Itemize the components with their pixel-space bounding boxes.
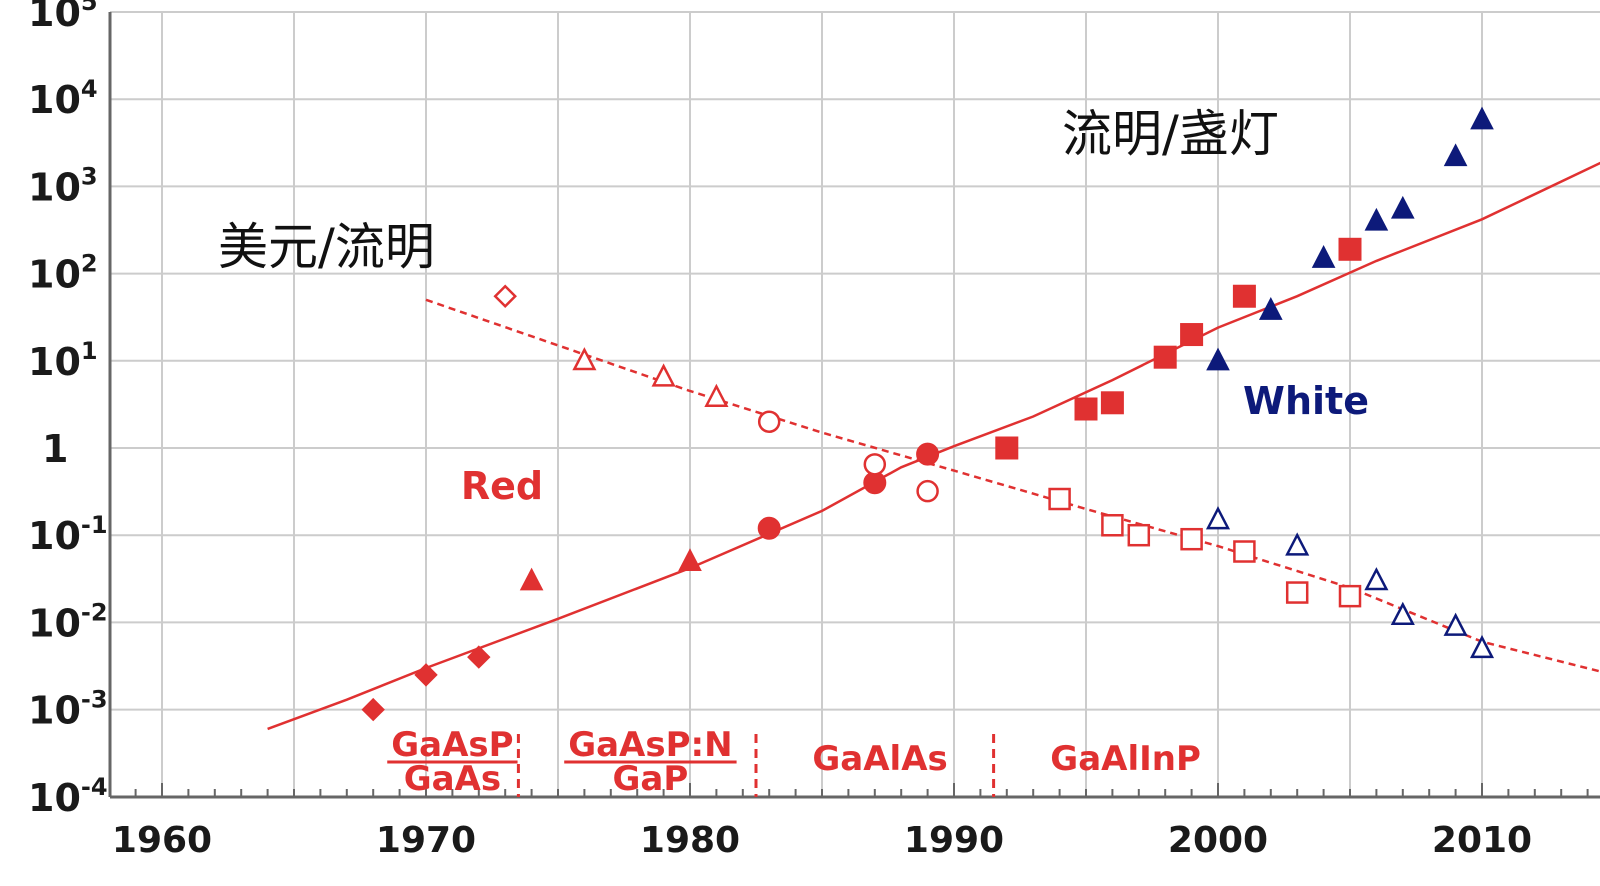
open-diamond-point	[493, 284, 517, 309]
open-triangle-point	[1443, 612, 1468, 636]
filled-triangle-point	[1258, 297, 1283, 320]
y-axis-tick-labels: 105 104 103 102 101 1 10-1 10-2 10-3 10-4	[28, 0, 108, 820]
x-tick-label: 1990	[904, 820, 1004, 861]
y-tick-label: 103	[28, 162, 98, 209]
filled-triangle-point	[1311, 245, 1336, 268]
filled-circle-point	[916, 442, 940, 466]
open-triangle-point	[1390, 601, 1415, 625]
annotation-cost-per-lumen: 美元/流明	[218, 218, 435, 276]
filled-square-point	[1338, 237, 1362, 261]
open-square-point	[1338, 584, 1362, 608]
filled-square-point	[1180, 323, 1204, 347]
open-triangle-point	[1469, 634, 1495, 659]
filled-square-point	[1232, 284, 1256, 308]
data-points	[361, 106, 1495, 722]
open-circle-point	[757, 410, 781, 434]
filled-diamond-point	[414, 663, 438, 687]
y-tick-label: 10-4	[28, 773, 108, 820]
open-square-point	[1285, 581, 1309, 604]
filled-square-point	[995, 436, 1019, 460]
open-square-point	[1180, 527, 1203, 551]
material-label: GaAlAs	[812, 739, 947, 779]
open-square-point	[1127, 523, 1151, 547]
x-tick-label: 1970	[376, 820, 476, 861]
filled-diamond-point	[467, 645, 491, 669]
annotation-lumens-per-lamp: 流明/盏灯	[1062, 105, 1279, 163]
cost-trend-line	[425, 298, 1600, 673]
x-tick-label: 1980	[640, 820, 740, 861]
material-label-numerator: GaAsP:N	[568, 725, 732, 765]
y-tick-label: 102	[28, 250, 98, 297]
open-triangle-point	[1285, 532, 1310, 556]
filled-square-point	[1100, 391, 1124, 415]
y-tick-label: 104	[28, 75, 98, 122]
x-axis-tick-labels: 1960 1970 1980 1990 2000 2010	[112, 820, 1532, 861]
open-triangle-point	[572, 347, 597, 371]
filled-triangle-point	[1390, 195, 1415, 219]
x-tick-label: 2000	[1168, 820, 1268, 861]
filled-triangle-point	[1206, 347, 1230, 371]
grid	[110, 11, 1600, 798]
x-tick-label: 2010	[1432, 820, 1532, 861]
x-tick-label: 1960	[112, 820, 212, 861]
y-tick-label: 1	[42, 427, 68, 471]
material-label-numerator: GaAsP	[391, 725, 513, 765]
open-square-point	[1233, 540, 1256, 563]
filled-triangle-point	[1443, 143, 1468, 167]
open-square-point	[1048, 487, 1071, 511]
open-square-point	[1101, 514, 1124, 537]
filled-triangle-point	[1470, 106, 1494, 130]
trend-lines	[267, 161, 1600, 731]
y-tick-label: 10-3	[28, 686, 108, 733]
filled-circle-point	[757, 516, 781, 540]
series-label-white: White	[1243, 379, 1369, 423]
open-circle-point	[916, 479, 939, 503]
filled-triangle-point	[678, 548, 702, 572]
open-triangle-point	[704, 383, 729, 407]
axes	[108, 12, 1600, 799]
open-triangle-point	[1364, 567, 1389, 591]
material-label-denominator: GaAs	[404, 759, 501, 799]
material-label-denominator: GaP	[613, 759, 689, 799]
lm-trend-line	[267, 161, 1600, 731]
filled-triangle-point	[1364, 207, 1389, 231]
y-tick-label: 10-2	[28, 598, 108, 645]
filled-square-point	[1153, 345, 1177, 369]
series-label-red: Red	[461, 464, 543, 508]
filled-triangle-point	[519, 567, 544, 591]
open-triangle-point	[651, 363, 676, 387]
material-label: GaAlInP	[1050, 739, 1201, 779]
open-circle-point	[863, 453, 887, 476]
filled-diamond-point	[361, 697, 385, 722]
open-triangle-point	[1205, 506, 1231, 530]
filled-square-point	[1074, 397, 1098, 421]
y-tick-label: 101	[28, 337, 98, 384]
y-tick-label: 105	[28, 0, 98, 35]
y-tick-label: 10-1	[28, 511, 108, 558]
